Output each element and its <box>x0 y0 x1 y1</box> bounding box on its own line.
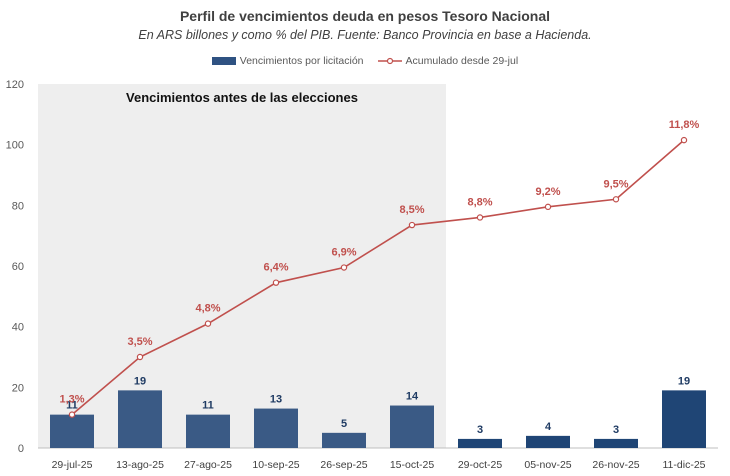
line-point <box>68 411 76 418</box>
x-tick-label: 29-jul-25 <box>52 459 93 471</box>
line-point <box>408 221 416 229</box>
bar <box>322 432 366 448</box>
line-point <box>612 196 620 203</box>
y-tick-label: 100 <box>6 140 24 152</box>
x-tick-label: 26-sep-25 <box>320 459 367 471</box>
line-point <box>544 203 552 211</box>
line-value-label: 11,8% <box>669 119 700 131</box>
accumulated-line <box>71 139 685 416</box>
line-point <box>476 214 484 221</box>
line-point <box>204 320 212 327</box>
x-tick-label: 13-ago-25 <box>116 459 164 471</box>
legend-item-line: Acumulado desde 29-jul <box>377 55 519 67</box>
x-tick-label: 27-ago-25 <box>184 459 232 471</box>
line-value-label: 6,9% <box>331 247 356 259</box>
x-tick-label: 29-oct-25 <box>458 459 503 471</box>
legend-line-label: Acumulado desde 29-jul <box>405 55 519 67</box>
line-point <box>680 136 688 144</box>
bar-value-label: 5 <box>341 418 347 430</box>
legend-item-bars: Vencimientos por licitación <box>211 55 364 67</box>
bar <box>594 438 638 448</box>
line-value-label: 9,2% <box>535 186 560 198</box>
bar <box>186 414 230 448</box>
line-value-label: 1,3% <box>59 394 84 406</box>
chart-legend: Vencimientos por licitación Acumulado de… <box>0 55 730 67</box>
y-tick-label: 80 <box>12 200 24 212</box>
line-value-label: 8,8% <box>467 196 492 208</box>
bar <box>390 405 434 448</box>
x-tick-label: 26-nov-25 <box>592 459 639 471</box>
chart-subtitle: En ARS billones y como % del PIB. Fuente… <box>138 28 592 42</box>
line-value-label: 9,5% <box>603 178 628 190</box>
bar-value-label: 14 <box>406 391 419 403</box>
bar-value-label: 11 <box>66 400 78 412</box>
y-tick-label: 40 <box>12 322 24 334</box>
bar-value-label: 19 <box>134 375 146 387</box>
chart-title: Perfil de vencimientos deuda en pesos Te… <box>179 8 551 24</box>
bar <box>662 390 706 448</box>
y-tick-label: 120 <box>6 79 24 91</box>
bar-value-label: 19 <box>678 375 690 387</box>
y-tick-label: 60 <box>12 261 24 273</box>
y-tick-label: 20 <box>12 382 24 394</box>
bar-value-label: 3 <box>613 424 619 436</box>
x-tick-label: 15-oct-25 <box>390 459 435 471</box>
line-value-label: 4,8% <box>195 303 220 315</box>
legend-bar-swatch <box>211 57 236 65</box>
legend-bars-label: Vencimientos por licitación <box>239 55 364 67</box>
line-point <box>340 264 348 271</box>
line-point <box>136 353 144 361</box>
bar <box>458 438 502 448</box>
x-tick-label: 05-nov-25 <box>524 459 571 471</box>
legend-line-swatch <box>377 57 402 65</box>
bar <box>118 390 162 448</box>
bar-value-label: 3 <box>477 424 483 436</box>
elections-shaded-region <box>38 84 446 448</box>
x-tick-label: 11-dic-25 <box>663 459 706 471</box>
bar <box>526 435 570 448</box>
bar <box>254 408 298 448</box>
elections-annotation: Vencimientos antes de las elecciones <box>126 90 358 105</box>
y-tick-label: 0 <box>18 443 24 455</box>
line-value-label: 8,5% <box>399 204 424 216</box>
bar-value-label: 11 <box>202 400 214 412</box>
bar <box>50 414 94 448</box>
bar-value-label: 13 <box>270 394 282 406</box>
x-tick-label: 10-sep-25 <box>252 459 299 471</box>
line-value-label: 6,4% <box>263 262 288 274</box>
line-value-label: 3,5% <box>127 336 152 348</box>
bar-value-label: 4 <box>545 421 552 433</box>
line-point <box>272 279 280 286</box>
